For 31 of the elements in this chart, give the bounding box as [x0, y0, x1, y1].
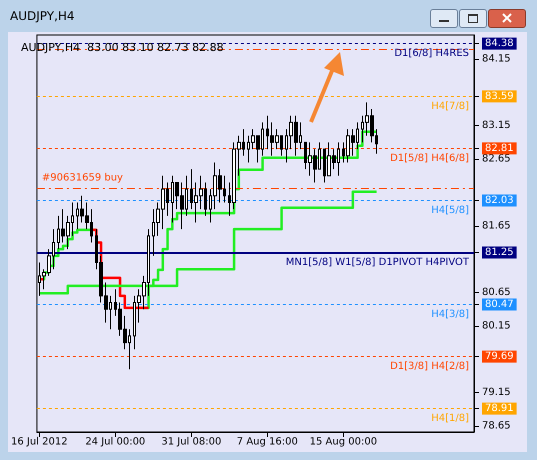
y-tick-label: 80.65 [482, 287, 511, 298]
y-tick-label: 79.15 [482, 387, 511, 398]
y-tick-label: 84.15 [482, 54, 511, 65]
ref-line-label: H4[1/8] [431, 413, 470, 424]
x-tick-label: 24 Jul 00:00 [85, 436, 146, 448]
y-tick-label: 84.38 [485, 38, 514, 50]
x-tick-label: 16 Jul 2012 [10, 436, 68, 448]
x-tick-label: 15 Aug 00:00 [310, 436, 378, 448]
ref-line-label: D1[3/8] H4[2/8] [390, 361, 470, 372]
y-tick-label: 81.65 [482, 220, 511, 232]
ref-line-label: D1[6/8] H4RES [394, 48, 469, 60]
y-tick-label: 82.03 [485, 194, 514, 206]
ref-line-label: MN1[5/8] W1[5/8] D1PIVOT H4PIVOT [286, 257, 470, 268]
y-tick-label: 78.91 [485, 403, 514, 414]
ref-line-label: H4[7/8] [431, 100, 470, 112]
x-tick-label: 31 Jul 08:00 [161, 436, 222, 448]
ref-line-label: #90631659 buy [42, 172, 124, 184]
ref-line-label: H4[5/8] [431, 204, 470, 216]
y-tick-label: 83.59 [485, 90, 514, 102]
y-tick-label: 78.65 [482, 420, 511, 432]
ref-line-label: H4[3/8] [431, 309, 470, 320]
y-tick-label: 83.15 [482, 120, 511, 132]
y-tick-label: 82.81 [485, 142, 514, 154]
x-tick-label: 7 Aug 16:00 [236, 436, 298, 448]
y-tick-label: 81.25 [485, 247, 514, 258]
ref-line-label: D1[5/8] H4[6/8] [390, 152, 470, 164]
y-tick-label: 79.69 [485, 351, 514, 362]
y-tick-label: 82.65 [482, 154, 511, 165]
y-tick-label: 80.15 [482, 320, 511, 332]
y-tick-label: 80.47 [485, 299, 514, 310]
chart-title: AUDJPY,H4 [10, 9, 75, 23]
